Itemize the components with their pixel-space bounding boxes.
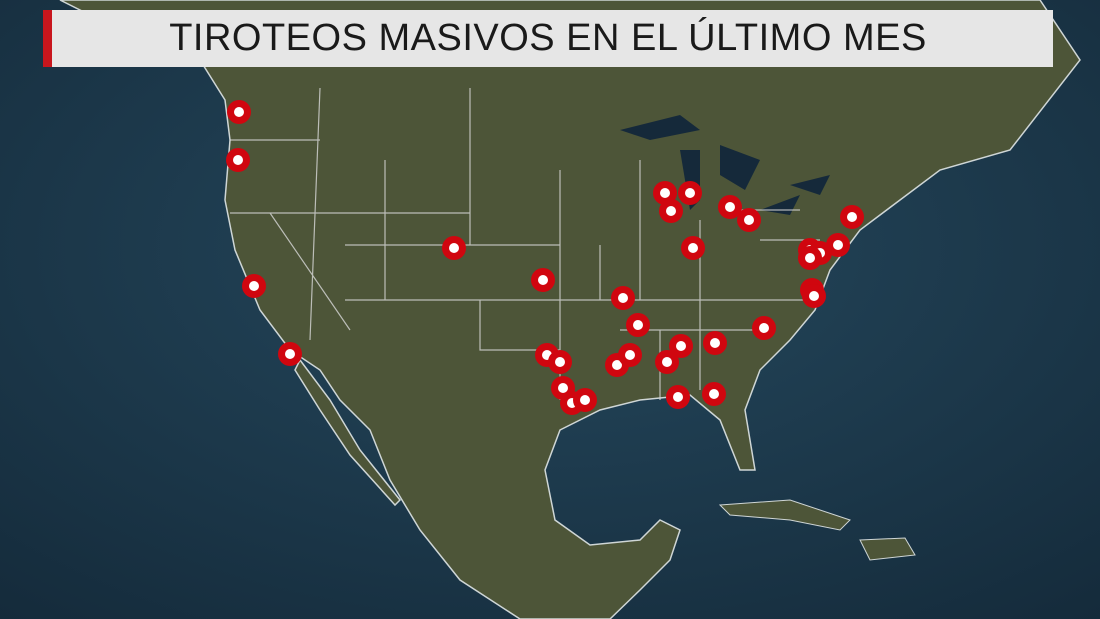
map-pin-ring-icon [798, 246, 822, 270]
map-pin-ring-icon [669, 334, 693, 358]
map-pin-ring-icon [531, 268, 555, 292]
shooting-markers [226, 100, 864, 415]
map-pin-ring-icon [802, 284, 826, 308]
great-lakes [620, 115, 830, 215]
map-pin-ring-icon [573, 388, 597, 412]
map-pin-ring-icon [752, 316, 776, 340]
title-accent-bar [43, 10, 52, 67]
map-pin-ring-icon [826, 233, 850, 257]
map-pin-ring-icon [678, 181, 702, 205]
map-pin-ring-icon [703, 331, 727, 355]
baja-california [294, 358, 402, 507]
map-pin-ring-icon [442, 236, 466, 260]
map-pin-ring-icon [278, 342, 302, 366]
north-america-landmass [59, 0, 1081, 619]
map-pin-ring-icon [226, 148, 250, 172]
map-pin-ring-icon [626, 313, 650, 337]
cuba [718, 499, 851, 531]
map-pin-ring-icon [611, 286, 635, 310]
map-pin-ring-icon [737, 208, 761, 232]
map-pin-ring-icon [548, 350, 572, 374]
map-pin-ring-icon [655, 350, 679, 374]
map-pin-ring-icon [718, 195, 742, 219]
map-pin-ring-icon [702, 382, 726, 406]
map-pin-ring-icon [618, 343, 642, 367]
map-pin-ring-icon [659, 199, 683, 223]
map-pin-ring-icon [666, 385, 690, 409]
map-pin-ring-icon [227, 100, 251, 124]
hispaniola [859, 537, 916, 561]
map-pin-ring-icon [840, 205, 864, 229]
page-title: TIROTEOS MASIVOS EN EL ÚLTIMO MES [169, 17, 927, 59]
map-pin-ring-icon [681, 236, 705, 260]
title-bar: TIROTEOS MASIVOS EN EL ÚLTIMO MES [43, 10, 1053, 67]
map-pin-ring-icon [242, 274, 266, 298]
